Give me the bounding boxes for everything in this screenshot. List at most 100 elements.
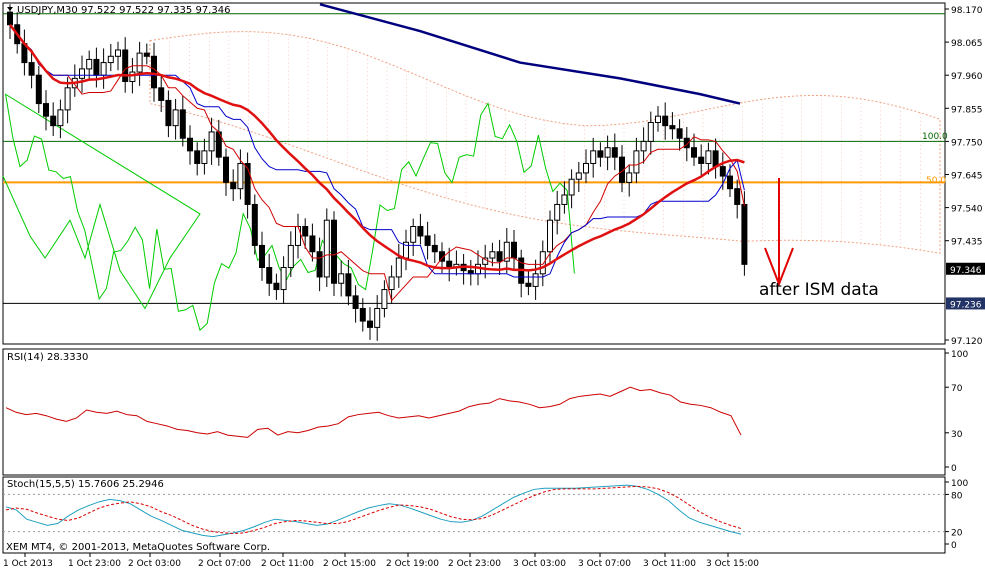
x-tick-label: 3 Oct 11:00 — [643, 559, 696, 569]
candle-body — [28, 62, 35, 76]
candle-body — [223, 156, 229, 183]
candle-body — [568, 178, 575, 196]
candle-body — [611, 147, 618, 158]
y-tick-label: 97.435 — [951, 238, 983, 248]
x-tick-label: 2 Oct 23:00 — [448, 559, 501, 569]
current-price-label: 97.346 — [950, 266, 982, 276]
candle-body — [496, 251, 503, 262]
y-tick-label: 97.750 — [951, 138, 983, 148]
candle-body — [446, 260, 453, 268]
x-tick-label: 1 Oct 23:00 — [68, 559, 121, 569]
moving-average-long-line — [319, 3, 741, 105]
candle-body — [345, 273, 352, 297]
y-tick-label: 97.960 — [951, 72, 983, 82]
tenkan-sen-line — [9, 24, 745, 302]
rsi-title: RSI(14) 28.3330 — [7, 352, 88, 363]
x-tick-label: 2 Oct 07:00 — [198, 559, 251, 569]
x-tick-label: 2 Oct 19:00 — [386, 559, 439, 569]
stoch-tick-label: 100 — [951, 479, 968, 489]
candle-body — [100, 62, 107, 76]
candle-body — [237, 162, 244, 190]
candle-body — [662, 115, 669, 127]
candle-body — [86, 58, 93, 70]
candle-body — [352, 295, 359, 309]
x-tick-label: 3 Oct 15:00 — [706, 559, 759, 569]
y-tick-label: 98.170 — [951, 6, 983, 16]
candle-body — [287, 244, 294, 268]
candle-body — [316, 251, 323, 278]
fib-50-label: 50.0 — [926, 176, 946, 186]
support-price-box — [946, 297, 985, 310]
candle-body — [194, 150, 201, 164]
candle-body — [251, 203, 258, 246]
support-price-label: 97.236 — [950, 300, 982, 310]
y-tick-label: 97.645 — [951, 172, 983, 182]
candle-body — [395, 257, 402, 278]
candle-body — [561, 194, 568, 205]
candle-body — [583, 162, 589, 174]
candle-body — [489, 251, 496, 259]
moving-average-red-line — [9, 24, 745, 272]
candle-body — [410, 226, 417, 243]
candle-body — [129, 71, 136, 83]
x-tick-label: 3 Oct 03:00 — [513, 559, 566, 569]
candle-body — [604, 147, 611, 158]
candle-body — [107, 55, 114, 64]
stoch-main-line — [5, 484, 742, 538]
candle-body — [539, 251, 546, 275]
copyright-text: XEM MT4, © 2001-2013, MetaQuotes Softwar… — [6, 542, 270, 553]
candle-body — [575, 172, 582, 180]
candle-body — [259, 244, 265, 268]
candle-body — [712, 150, 719, 168]
rsi-tick-label: 100 — [951, 350, 968, 360]
candle-body — [273, 282, 280, 291]
candlestick-series — [7, 4, 748, 341]
chart-frames — [2, 2, 946, 554]
rsi-panel-frame — [2, 348, 946, 476]
candle-body — [208, 131, 215, 152]
candle-body — [201, 150, 208, 164]
candle-body — [525, 282, 532, 287]
down-arrow-head — [764, 247, 794, 287]
candle-body — [532, 273, 539, 287]
candle-body — [266, 266, 273, 284]
candle-body — [626, 172, 633, 183]
candle-body — [122, 49, 129, 83]
candle-body — [698, 156, 705, 164]
candle-body — [331, 219, 337, 284]
main-indicator-layer — [9, 3, 794, 302]
candle-body — [93, 58, 100, 76]
candle-body — [323, 219, 330, 278]
candle-body — [590, 150, 597, 164]
candle-body — [302, 226, 309, 237]
collapse-triangle-icon[interactable] — [7, 7, 13, 11]
stoch-tick-label: 20 — [951, 529, 963, 539]
candle-body — [35, 74, 42, 105]
candle-body — [719, 166, 726, 177]
candle-body — [647, 121, 654, 142]
rsi-tick-label: 30 — [951, 430, 963, 440]
candle-body — [43, 103, 49, 117]
candle-body — [734, 188, 741, 205]
stochastic-panel: 100 80 20 0 — [3, 479, 968, 551]
candle-body — [431, 244, 438, 253]
candle-body — [424, 235, 431, 246]
candle-body — [640, 140, 647, 152]
candle-body — [359, 307, 366, 322]
candle-body — [554, 203, 561, 221]
candle-body — [676, 128, 683, 139]
candle-body — [374, 307, 381, 328]
candle-body — [280, 266, 287, 291]
stoch-signal-line — [5, 485, 742, 534]
fib-100-label: 100.0 — [922, 132, 948, 142]
candle-body — [187, 137, 193, 152]
candle-body — [503, 241, 510, 262]
candle-body — [57, 109, 64, 127]
candle-body — [7, 11, 13, 26]
candle-body — [727, 175, 733, 190]
main-panel-frame — [2, 2, 946, 345]
candle-body — [655, 115, 661, 123]
x-tick-label: 2 Oct 11:00 — [261, 559, 314, 569]
